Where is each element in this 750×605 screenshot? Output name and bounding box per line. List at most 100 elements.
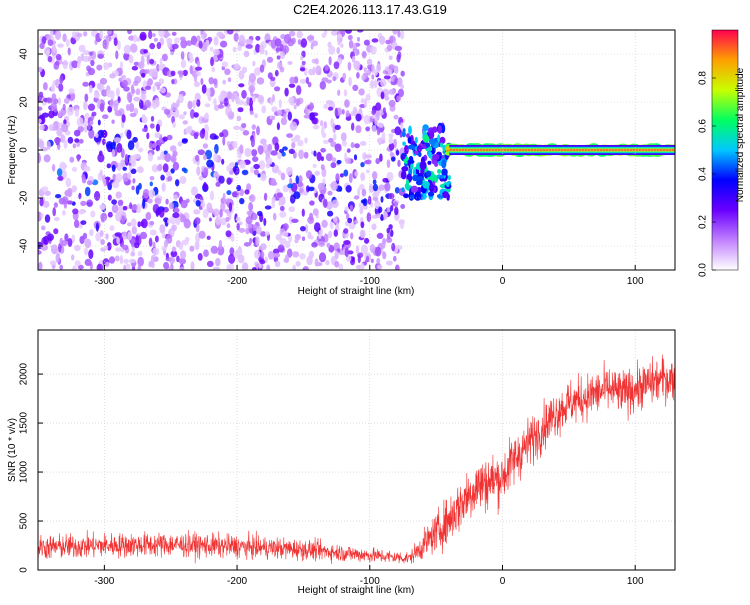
spectrogram-blob — [407, 144, 415, 150]
spectrogram-blob — [183, 168, 188, 174]
spectrogram-blob — [296, 30, 303, 39]
spectrogram-blob — [248, 72, 256, 83]
spectrogram-blob — [259, 259, 266, 265]
spectrogram-blob — [38, 250, 42, 255]
spectrogram-blob — [55, 60, 60, 66]
spectrogram-blob — [170, 70, 176, 77]
spectrogram-blob — [226, 165, 233, 172]
spectrogram-blob — [213, 36, 219, 46]
spectrogram-blob — [291, 142, 296, 149]
spectrogram-blob — [349, 204, 353, 210]
spectrogram-blob — [130, 204, 138, 211]
spectrogram-blob — [325, 100, 333, 105]
spectrogram-blob — [74, 260, 81, 267]
spectrogram-blob — [130, 168, 137, 174]
spectrogram-blob — [50, 244, 58, 249]
spectrogram-blob — [182, 69, 188, 77]
spectrogram-blob — [150, 254, 155, 264]
spectrogram-blob — [54, 137, 62, 144]
spectrogram-blob — [295, 98, 301, 107]
spectrogram-blob — [274, 142, 280, 152]
spectrogram-blob — [128, 54, 134, 64]
spectrogram-blob — [81, 177, 87, 184]
spectrogram-blob — [131, 266, 136, 270]
spectrogram-blob — [250, 138, 255, 148]
spectrogram-blob — [196, 99, 201, 107]
spectrogram-blob — [403, 193, 409, 199]
spectrogram-blob — [157, 156, 162, 161]
spectrogram-blob — [119, 255, 123, 265]
spectrogram-blob — [334, 143, 342, 152]
spectrogram-blob — [418, 151, 422, 157]
spectrogram-blob — [55, 253, 60, 263]
spectrogram-blob — [46, 141, 51, 150]
spectrogram-blob — [314, 58, 319, 65]
spectrogram-blob — [330, 30, 339, 36]
spectrogram-blob — [116, 237, 120, 245]
spectrogram-blob — [315, 65, 322, 76]
spectrogram-blob — [238, 83, 245, 88]
spectrogram-blob — [159, 57, 163, 67]
spectrogram-blob — [279, 238, 287, 245]
spectrogram-blob — [286, 133, 293, 139]
spectrogram-blob — [386, 159, 391, 169]
spectrogram-blob — [52, 43, 56, 54]
spectrogram-blob — [343, 89, 348, 97]
spectrogram-blob — [172, 150, 178, 157]
spectrogram-blob — [274, 86, 281, 92]
spectrogram-blob — [330, 181, 338, 191]
spectrogram-blob — [102, 39, 107, 50]
spectrogram-blob — [128, 165, 133, 171]
spectrogram-blob — [156, 84, 160, 91]
spectrogram-blob — [138, 182, 142, 190]
spectrogram-blob — [107, 30, 112, 35]
spectrogram-blob — [149, 229, 157, 236]
spectrogram-blob — [332, 123, 337, 134]
spectrogram-blob — [337, 33, 343, 39]
spectrogram-blob — [361, 188, 367, 197]
spectrogram-blob — [380, 214, 384, 221]
spectrogram-blob — [238, 160, 246, 169]
spectrogram-blob — [158, 30, 165, 38]
spectrogram-blob — [348, 40, 354, 49]
spectrogram-blob — [431, 126, 438, 133]
spectrogram-blob — [266, 56, 274, 63]
spectrogram-blob — [57, 175, 64, 181]
spectrogram-blob — [388, 192, 395, 200]
spectrogram-blob — [324, 64, 329, 71]
spectrogram-blob — [174, 37, 180, 44]
spectrogram-blob — [131, 65, 139, 71]
spectrogram-blob — [256, 125, 260, 136]
spectrogram-blob — [287, 111, 292, 121]
spectrogram-blob — [322, 139, 330, 144]
spectrogram-blob — [137, 250, 143, 257]
spectrogram-blob — [374, 79, 378, 89]
spectrogram-blob — [133, 34, 138, 43]
spectrogram-blob — [248, 202, 254, 212]
spectrogram-blob — [244, 189, 250, 195]
spectrogram-blob — [289, 177, 293, 185]
spectrogram-blob — [202, 143, 209, 149]
spectrogram-blob — [74, 108, 80, 118]
spectrogram-blob — [52, 125, 57, 131]
spectrogram-blob — [104, 245, 109, 250]
spectrogram-blob — [410, 163, 414, 170]
spectrogram-blob — [245, 216, 253, 225]
spectrogram-blob — [226, 208, 230, 216]
spectrogram-blob — [289, 76, 296, 85]
snr-x-ticks: -300 -200 -100 0 100 — [94, 565, 644, 587]
spectrogram-blob — [213, 152, 218, 162]
spectrogram-blob — [159, 224, 166, 234]
spectrogram-blob — [171, 79, 175, 85]
spectrogram-blob — [225, 230, 232, 238]
spectrogram-blob — [112, 173, 117, 181]
spectrogram-blob — [38, 106, 43, 111]
spectrogram-blob — [62, 103, 66, 111]
spectrogram-blob — [439, 136, 446, 144]
spectrogram-blob — [191, 186, 198, 196]
spectrogram-band-core — [449, 149, 675, 151]
spectrogram-blob — [114, 255, 120, 262]
spectrogram-blob — [277, 244, 285, 253]
spectrogram-blob — [312, 208, 319, 216]
spectrogram-blob — [353, 154, 358, 161]
